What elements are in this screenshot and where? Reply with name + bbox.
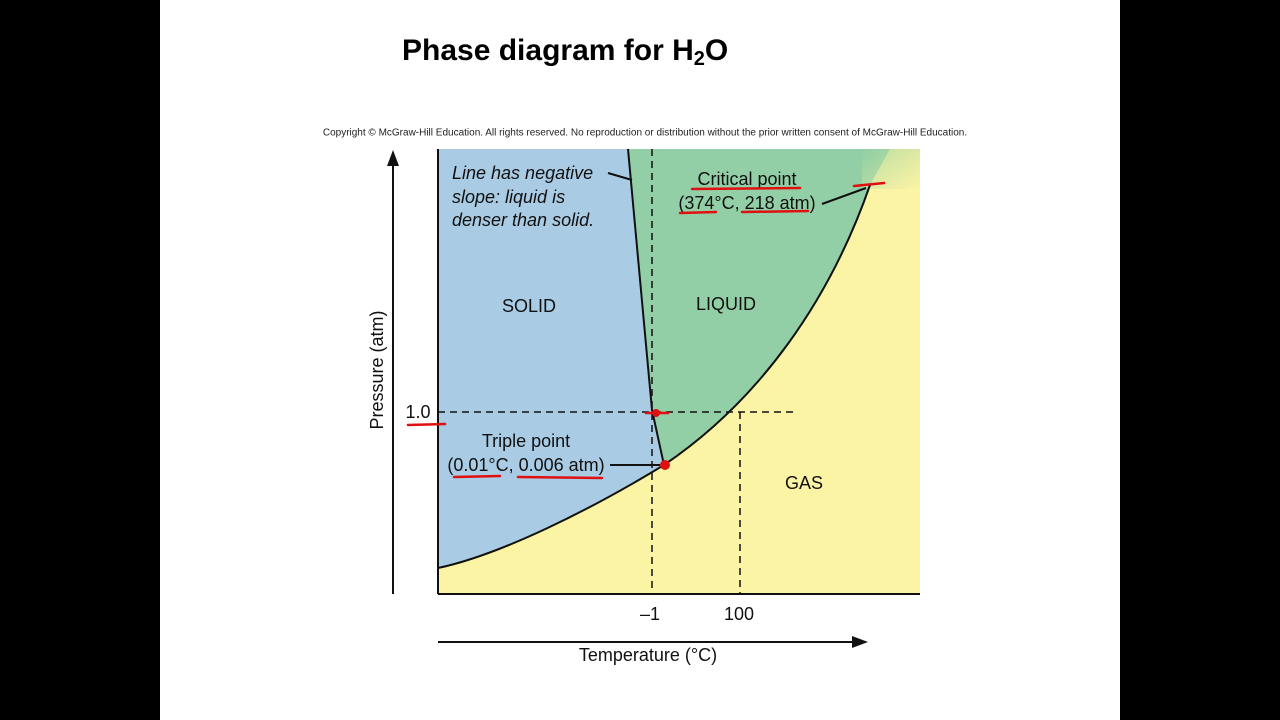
solid-label: SOLID <box>502 296 556 316</box>
title-main: Phase diagram for H <box>402 34 694 67</box>
guides <box>438 149 795 594</box>
supercritical-fade <box>862 149 920 189</box>
ink-mark <box>852 181 886 188</box>
phase-curve <box>437 184 871 569</box>
ink-underline <box>678 209 810 215</box>
y-tick-label: 1.0 <box>405 402 430 422</box>
y-arrowhead <box>387 150 399 166</box>
note-line: Line has negative <box>452 163 593 183</box>
title-end: O <box>705 34 728 67</box>
liquid-region <box>628 149 890 465</box>
gas-label: GAS <box>785 473 823 493</box>
critical-label: Critical point <box>697 169 796 189</box>
x-arrowhead <box>852 636 868 648</box>
x-tick-label: –1 <box>640 604 660 624</box>
ink <box>406 181 886 480</box>
x-axis-label: Temperature (°C) <box>579 645 717 665</box>
title: Phase diagram for H2O <box>402 34 728 70</box>
copyright: Copyright © McGraw-Hill Education. All r… <box>323 128 967 139</box>
critical-coords: (374°C, 218 atm) <box>678 193 815 213</box>
title-sub: 2 <box>694 48 705 70</box>
solid-region <box>438 149 664 568</box>
note-line: slope: liquid is <box>452 187 565 207</box>
note-line: denser than solid. <box>452 210 594 230</box>
triple-coords: (0.01°C, 0.006 atm) <box>447 455 604 475</box>
ink-underline <box>452 474 604 480</box>
y-axis-label: Pressure (atm) <box>367 310 387 429</box>
critical-pointer <box>821 187 867 205</box>
liquid-label: LIQUID <box>696 294 756 314</box>
triple-dot <box>660 460 670 470</box>
x-tick-label: 100 <box>724 604 754 624</box>
ink-underline <box>690 186 802 191</box>
fusion-line <box>627 148 665 466</box>
triple-label: Triple point <box>482 431 570 451</box>
ink-dot <box>652 409 660 417</box>
note-pointer <box>607 172 633 181</box>
ink-underline <box>406 422 447 427</box>
